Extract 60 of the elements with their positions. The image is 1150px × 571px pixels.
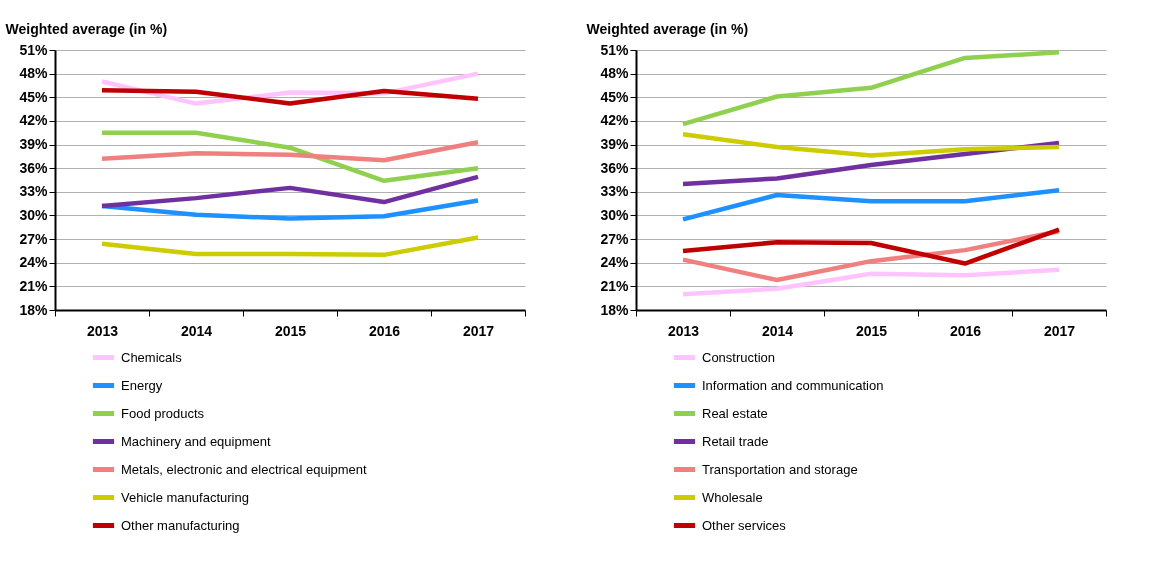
y-tick-label: 36% [600,159,630,176]
x-tick-label: 2013 [86,322,119,339]
y-tick-label: 48% [600,65,630,82]
y-tick-label: 36% [19,159,49,176]
y-tick-label: 51% [600,41,630,58]
y-tick-label: 27% [600,230,630,247]
legend-label: Other services [702,517,787,533]
line-series [99,87,481,106]
legend-label: Other manufacturing [121,517,240,533]
y-tick-label: 24% [600,254,630,271]
y-tick-label: 18% [600,301,630,318]
x-tick-label: 2013 [667,322,700,339]
y-tick-label: 18% [19,301,49,318]
legend-label: Information and communication [702,377,884,393]
x-tick-label: 2014 [761,322,794,339]
y-tick-label: 33% [19,183,49,200]
legend-label: Vehicle manufacturing [121,489,249,505]
legend-label: Machinery and equipment [121,433,271,449]
y-tick-label: 24% [19,254,49,271]
y-tick-label: 48% [19,65,49,82]
x-tick-label: 2015 [855,322,888,339]
line-series [680,267,1062,297]
line-series [680,187,1062,222]
x-tick-label: 2017 [1043,322,1076,339]
legend-label: Retail trade [702,433,769,449]
x-tick-label: 2017 [462,322,495,339]
legend-label: Wholesale [702,489,763,505]
x-tick-label: 2016 [949,322,982,339]
line-series [99,139,481,163]
line-series [680,50,1062,127]
legend-label: Metals, electronic and electrical equipment [121,461,368,477]
line-series [680,132,1062,158]
y-tick-label: 42% [19,112,49,129]
x-tick-label: 2016 [368,322,401,339]
y-tick-label: 39% [19,136,49,153]
y-axis-title: Weighted average (in %) [5,20,168,37]
y-tick-label: 33% [600,183,630,200]
y-tick-label: 42% [600,112,630,129]
line-series [99,174,481,209]
x-tick-label: 2015 [274,322,307,339]
y-tick-label: 45% [600,88,630,105]
legend-label: Transportation and storage [702,461,858,477]
y-tick-label: 27% [19,230,49,247]
line-series [99,130,481,184]
legend-label: Energy [121,377,163,393]
x-tick-label: 2014 [180,322,213,339]
legend-label: Food products [121,405,205,421]
legend-label: Construction [702,349,775,365]
legend-label: Real estate [702,405,768,421]
line-series [99,235,481,258]
y-tick-label: 51% [19,41,49,58]
y-tick-label: 30% [19,206,49,223]
y-tick-label: 39% [600,136,630,153]
y-tick-label: 45% [19,88,49,105]
line-series [680,227,1062,266]
y-tick-label: 21% [19,277,49,294]
y-tick-label: 30% [600,206,630,223]
y-tick-label: 21% [600,277,630,294]
y-axis-title: Weighted average (in %) [586,20,749,37]
legend-label: Chemicals [121,349,183,365]
